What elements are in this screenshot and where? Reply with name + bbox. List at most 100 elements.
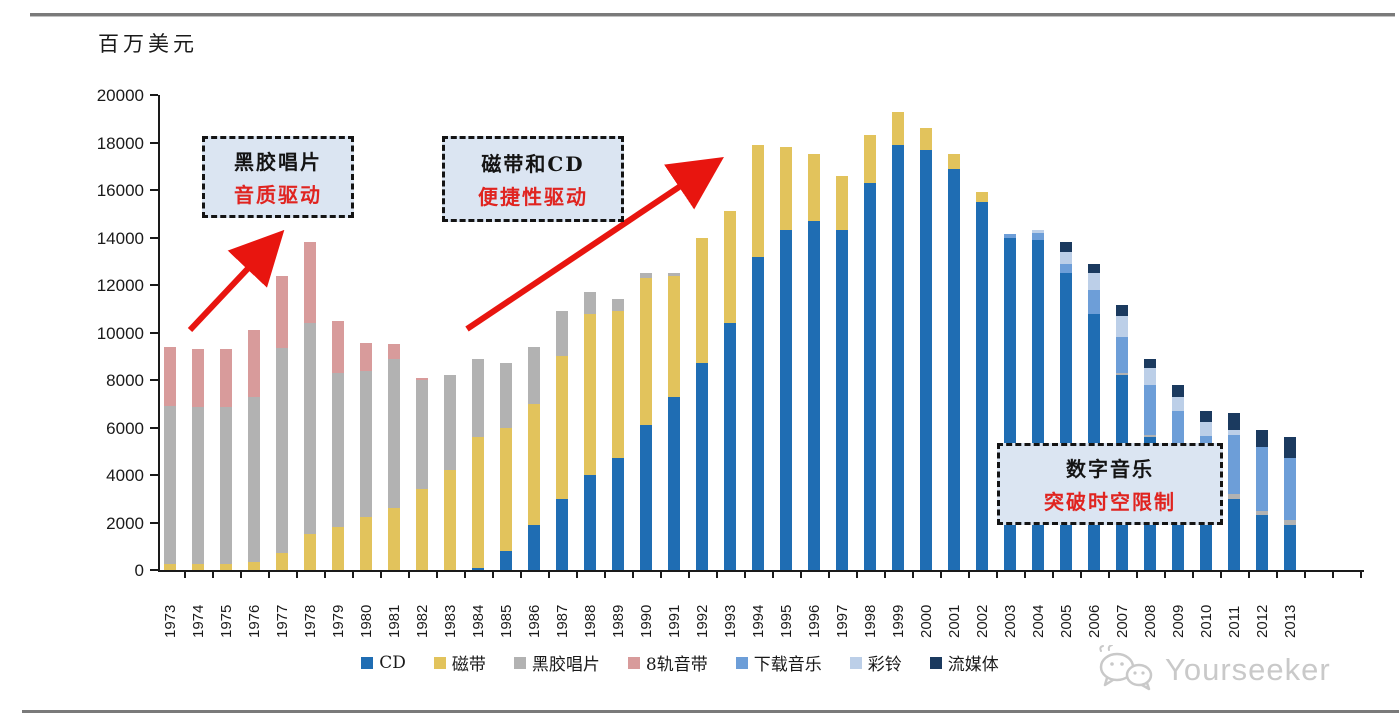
year-label: 1989 (610, 604, 627, 638)
x-axis-tick (324, 572, 326, 578)
legend-swatch-icon (929, 656, 942, 669)
year-label: 1977 (274, 604, 291, 638)
bar-segment-CD (864, 182, 876, 570)
bar-segment-流媒体 (1228, 413, 1240, 430)
year-label: 1982 (414, 604, 431, 638)
bar-segment-磁带 (724, 211, 736, 323)
bar-segment-CD (584, 475, 596, 570)
bar-segment-彩铃 (1032, 230, 1044, 233)
bar-segment-磁带 (220, 564, 232, 570)
bar-segment-黑胶唱片 (472, 358, 484, 437)
x-axis-tick (1332, 572, 1334, 578)
y-tick-label: 18000 (96, 133, 144, 153)
bar-segment-彩铃 (1144, 368, 1156, 385)
year-label: 2000 (918, 604, 935, 638)
bar-segment-下载音乐 (1060, 263, 1072, 274)
bar-segment-磁带 (164, 564, 176, 570)
year-label: 2008 (1142, 604, 1159, 638)
x-axis-tick (576, 572, 578, 578)
bar-segment-磁带 (416, 489, 428, 570)
x-axis-tick (828, 572, 830, 578)
x-axis-tick (1164, 572, 1166, 578)
legend-swatch-icon (735, 656, 748, 669)
bar-segment-CD (948, 168, 960, 570)
bar-segment-CD (752, 256, 764, 570)
x-axis-line (158, 570, 1364, 572)
y-axis-tick (150, 474, 158, 476)
y-tick-label: 16000 (96, 181, 144, 200)
year-label: 1980 (358, 604, 375, 638)
y-axis-unit-label: 百万美元 (98, 32, 198, 56)
year-label: 1992 (694, 604, 711, 638)
bar-segment-CD (892, 144, 904, 570)
legend-swatch-icon (627, 656, 640, 669)
y-tick-label: 12000 (96, 276, 144, 295)
bar-segment-黑胶唱片 (584, 292, 596, 314)
bar-segment-磁带 (752, 144, 764, 257)
bar-segment-黑胶唱片 (668, 273, 680, 276)
bar-segment-磁带 (836, 175, 848, 231)
x-axis-tick (240, 572, 242, 578)
y-tick-label: 4000 (106, 466, 144, 485)
bar-segment-黑胶唱片 (1256, 510, 1268, 516)
x-axis-tick (1220, 572, 1222, 578)
bar-segment-黑胶唱片 (1144, 434, 1156, 437)
legend-label: 8轨音带 (645, 655, 708, 675)
year-label: 2012 (1254, 604, 1271, 638)
bar-segment-CD (836, 230, 848, 570)
x-axis-tick (912, 572, 914, 578)
bar-segment-CD (1284, 524, 1296, 570)
year-label: 1987 (554, 604, 571, 638)
bar-segment-磁带 (612, 311, 624, 459)
y-tick-label: 0 (134, 561, 144, 580)
bar-segment-8轨音带 (388, 344, 400, 359)
y-tick-label: 10000 (96, 323, 144, 343)
bar-segment-黑胶唱片 (164, 406, 176, 565)
bar-segment-磁带 (948, 154, 960, 169)
bar-segment-CD (668, 396, 680, 570)
bar-segment-黑胶唱片 (1228, 494, 1240, 499)
bar-segment-磁带 (248, 561, 260, 570)
year-label: 1985 (498, 604, 515, 638)
bar-segment-磁带 (472, 437, 484, 568)
legend-item: 下载音乐 (735, 650, 822, 675)
bar-segment-磁带 (976, 192, 988, 202)
bar-segment-下载音乐 (1172, 410, 1184, 447)
annotation-subtitle: 音质驱动 (234, 183, 322, 207)
legend-item: 彩铃 (849, 650, 902, 675)
y-axis-tick (150, 426, 158, 429)
x-axis-tick (940, 572, 942, 578)
bar-segment-下载音乐 (1144, 384, 1156, 435)
bar-segment-下载音乐 (1088, 289, 1100, 314)
year-label: 1978 (302, 604, 319, 638)
bar-segment-黑胶唱片 (556, 311, 568, 357)
x-axis-tick (1052, 572, 1054, 578)
year-label: 1995 (778, 604, 795, 638)
bar-segment-彩铃 (1228, 429, 1240, 435)
bar-segment-黑胶唱片 (500, 363, 512, 428)
year-label: 1988 (582, 604, 599, 638)
x-axis-tick (1108, 572, 1110, 578)
y-axis-tick (150, 379, 158, 381)
bar-segment-CD (976, 201, 988, 570)
bar-segment-磁带 (192, 564, 204, 570)
year-label: 1983 (442, 604, 459, 638)
y-tick-label: 2000 (106, 513, 144, 533)
bar-segment-下载音乐 (1228, 434, 1240, 494)
bar-segment-CD (612, 458, 624, 570)
x-axis-tick (268, 572, 270, 578)
x-axis-tick (1024, 572, 1026, 578)
legend-label: CD (379, 652, 406, 673)
y-axis-tick (150, 521, 158, 524)
bar-segment-CD (472, 567, 484, 570)
x-axis-tick (492, 572, 494, 578)
legend-item: 流媒体 (929, 650, 999, 675)
year-label: 2001 (946, 604, 963, 638)
bar-segment-流媒体 (1088, 263, 1100, 274)
x-axis-tick (884, 572, 886, 578)
bar-segment-磁带 (444, 470, 456, 570)
bar-segment-黑胶唱片 (360, 370, 372, 517)
x-axis-tick (1248, 572, 1250, 578)
year-label: 1974 (190, 604, 207, 638)
bar-segment-磁带 (780, 147, 792, 231)
